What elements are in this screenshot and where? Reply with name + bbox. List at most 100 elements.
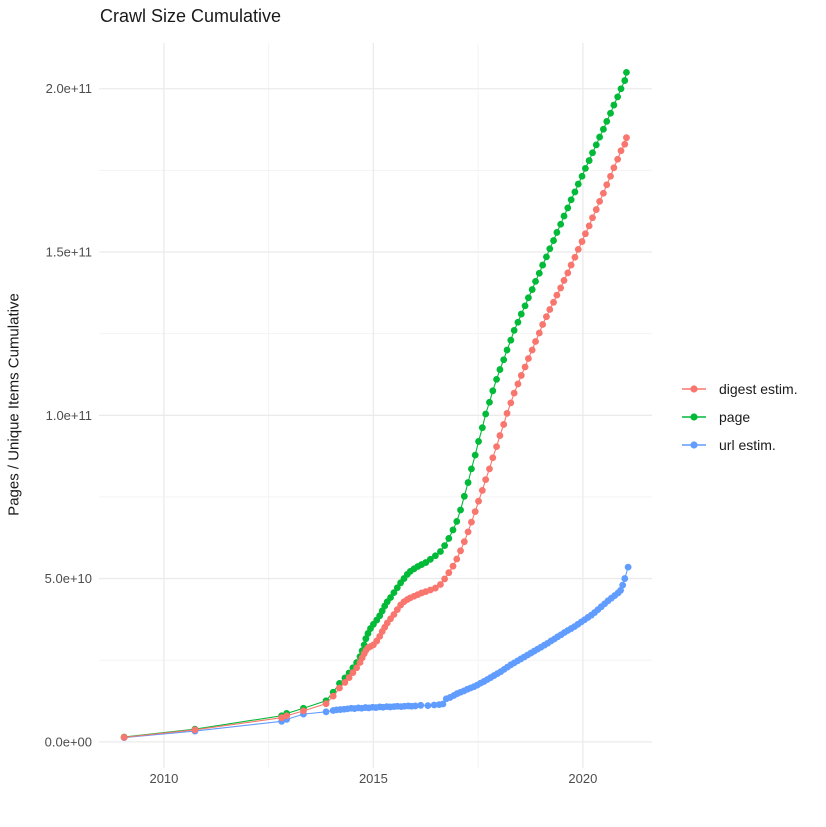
- series-point-digest-estim: [507, 399, 515, 407]
- series-point-digest-estim: [300, 707, 307, 715]
- legend-key-url-estim: [682, 440, 706, 449]
- series-point-page: [535, 269, 543, 277]
- series-point-digest-estim: [464, 528, 472, 536]
- series-point-digest-estim: [283, 712, 291, 720]
- series-line-url-estim: [124, 567, 629, 739]
- series-point-digest-estim: [581, 230, 589, 238]
- series-point-digest-estim: [345, 674, 353, 681]
- series-point-digest-estim: [550, 298, 557, 306]
- series-point-page: [503, 346, 511, 354]
- series-point-page: [445, 535, 453, 542]
- series-point-page: [574, 180, 582, 188]
- series-point-digest-estim: [493, 443, 500, 451]
- series-point-page: [546, 245, 554, 253]
- series-point-digest-estim: [353, 664, 361, 672]
- series-point-page: [514, 318, 522, 326]
- series-point-digest-estim: [457, 547, 464, 555]
- series-point-digest-estim: [574, 245, 582, 253]
- series-point-digest-estim: [525, 355, 532, 362]
- legend-item-url-estim: url estim.: [681, 435, 798, 454]
- y-tick-label: 1.5e+11: [46, 245, 92, 260]
- series-point-page: [482, 410, 490, 418]
- legend-label-page: page: [719, 408, 751, 425]
- series-point-page: [607, 109, 614, 117]
- series-point-page: [578, 172, 586, 180]
- series-point-page: [441, 542, 449, 550]
- series-point-page: [623, 68, 630, 76]
- series-point-page: [453, 518, 461, 525]
- series-line-page: [124, 72, 627, 738]
- series-point-page: [585, 157, 593, 164]
- series-point-page: [460, 492, 468, 500]
- series-point-digest-estim: [623, 134, 630, 142]
- series-point-page: [390, 589, 398, 597]
- series-point-digest-estim: [514, 380, 522, 388]
- series-point-digest-estim: [603, 181, 611, 189]
- legend: digest estim. page url estim.: [681, 379, 798, 454]
- series-point-digest-estim: [120, 733, 128, 741]
- series-point-digest-estim: [489, 454, 497, 462]
- series-point-page: [387, 594, 394, 601]
- series-point-page: [596, 133, 604, 141]
- series-point-digest-estim: [614, 155, 622, 163]
- series-point-digest-estim: [191, 726, 199, 734]
- series-point-digest-estim: [592, 206, 600, 213]
- series-point-page: [475, 438, 482, 445]
- series-point-page: [553, 229, 561, 236]
- x-tick-label: 2020: [568, 771, 597, 786]
- series-point-url-estim: [430, 701, 438, 709]
- series-point-digest-estim: [500, 421, 508, 428]
- series-point-digest-estim: [453, 555, 461, 563]
- series-point-digest-estim: [486, 465, 493, 473]
- legend-item-digest-estim: digest estim.: [681, 379, 798, 398]
- series-point-digest-estim: [460, 538, 468, 546]
- series-point-url-estim: [411, 702, 419, 710]
- series-point-digest-estim: [475, 497, 482, 505]
- series-point-url-estim: [439, 700, 447, 708]
- series-point-page: [621, 77, 629, 84]
- legend-item-page: page: [681, 407, 798, 426]
- series-point-digest-estim: [564, 269, 572, 277]
- series-point-digest-estim: [535, 329, 543, 337]
- series-point-page: [468, 465, 475, 473]
- series-point-digest-estim: [468, 518, 475, 526]
- series-point-digest-estim: [617, 147, 625, 155]
- x-tick-label: 2010: [149, 771, 178, 786]
- series-point-page: [589, 149, 596, 157]
- series-point-page: [543, 253, 550, 261]
- series-point-page: [532, 278, 539, 285]
- series-point-url-estim: [621, 575, 629, 582]
- series-point-page: [571, 188, 579, 196]
- series-point-page: [426, 555, 434, 563]
- series-point-page: [496, 366, 504, 373]
- series-point-url-estim: [619, 581, 627, 589]
- series-point-digest-estim: [528, 346, 536, 354]
- series-point-digest-estim: [341, 679, 349, 686]
- series-point-page: [471, 451, 479, 459]
- series-point-page: [557, 220, 565, 228]
- series-point-page: [564, 204, 572, 212]
- series-point-page: [567, 196, 575, 204]
- series-point-page: [610, 101, 618, 109]
- series-point-page: [617, 85, 625, 93]
- series-point-digest-estim: [390, 611, 398, 618]
- series-point-digest-estim: [471, 508, 479, 516]
- series-point-digest-estim: [532, 338, 539, 345]
- series-point-page: [457, 506, 464, 514]
- series-point-page: [600, 125, 607, 133]
- series-point-page: [517, 310, 525, 318]
- series-point-digest-estim: [322, 700, 330, 708]
- y-tick-label: 5.0e+10: [45, 571, 92, 586]
- series-point-digest-estim: [336, 684, 343, 692]
- series-point-page: [510, 326, 518, 334]
- series-point-digest-estim: [539, 321, 547, 328]
- series-point-page: [362, 635, 370, 643]
- series-point-digest-estim: [553, 291, 561, 299]
- series-point-page: [464, 479, 472, 486]
- series-point-page: [560, 212, 568, 220]
- series-point-page: [521, 302, 529, 310]
- series-point-digest-estim: [329, 692, 337, 700]
- series-point-digest-estim: [478, 487, 486, 494]
- series-point-digest-estim: [432, 584, 439, 592]
- series-point-page: [507, 336, 515, 344]
